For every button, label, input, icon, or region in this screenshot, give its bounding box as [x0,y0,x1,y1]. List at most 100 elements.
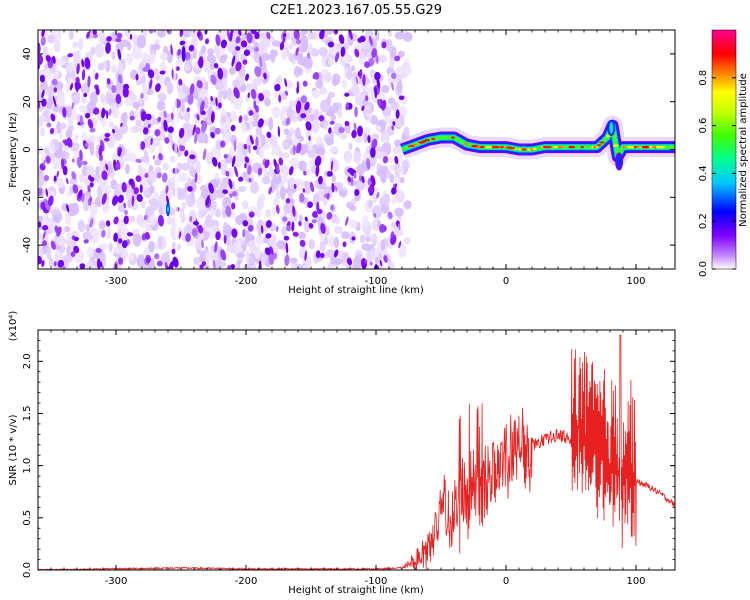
noise-speck [304,216,308,222]
noise-speck [303,30,309,35]
noise-speck [276,163,280,174]
noise-speck [178,78,183,86]
noise-speck [263,72,267,80]
noise-speck [71,102,74,110]
noise-speck [333,249,339,258]
noise-speck [248,177,252,183]
noise-speck [81,69,86,81]
noise-speck [258,92,265,102]
noise-speck [220,39,227,49]
spectrogram-x-tick-label: -200 [235,276,258,287]
noise-speck [94,43,105,58]
noise-speck [53,261,57,267]
signal-hotspot [626,145,633,149]
noise-speck [402,160,409,173]
noise-speck [176,138,186,148]
noise-speck [339,133,348,140]
signal-hotspot [485,145,493,149]
noise-speck [345,101,350,111]
noise-speck [391,196,397,205]
noise-speck [296,39,302,45]
noise-speck [87,75,91,88]
signal-hotspot [422,140,427,143]
noise-speck [371,138,378,149]
noise-speck [205,251,215,260]
noise-speck [254,32,260,40]
signal-hotspot [518,148,522,151]
noise-speck [398,223,401,231]
noise-speck [187,177,192,189]
noise-speck [260,53,271,62]
spectrogram-x-tick-label: -100 [365,276,388,287]
noise-speck [83,92,88,98]
noise-speck [367,199,374,208]
noise-speck [344,92,350,97]
snr-x-tick-label: 0 [503,576,509,587]
noise-speck [233,139,237,152]
noise-speck [230,110,238,122]
signal-hotspot [553,145,559,149]
noise-speck [145,113,152,121]
noise-speck [242,220,249,227]
noise-speck [149,213,157,226]
noise-speck [96,185,103,199]
noise-speck [394,207,404,217]
noise-speck [65,128,73,139]
noise-speck [101,184,112,196]
noise-speck [81,59,85,68]
noise-speck [215,47,221,61]
noise-speck [156,100,166,111]
noise-speck [56,81,64,91]
noise-speck [283,32,287,38]
noise-speck [93,107,100,115]
noise-speck [101,193,107,205]
noise-speck [311,219,317,224]
noise-speck [128,178,134,186]
noise-speck [201,110,206,116]
noise-speck [195,196,206,210]
noise-speck [57,177,64,184]
noise-speck [232,79,240,89]
noise-speck [40,127,46,137]
noise-speck [84,57,91,70]
noise-speck [54,213,61,223]
colorbar-label: Normalized spectral amplitude [738,73,749,227]
noise-speck [216,186,227,199]
noise-speck [220,115,227,124]
noise-speck [135,175,142,183]
noise-speck [71,171,77,180]
noise-speck [188,165,195,176]
noise-speck [69,83,74,91]
noise-speck [177,92,187,99]
noise-speck [370,147,376,158]
noise-speck [65,177,69,185]
noise-speck [366,158,371,170]
noise-speck [281,31,285,40]
noise-speck [126,42,132,51]
noise-speck [394,225,399,239]
noise-speck [292,145,297,152]
noise-speck [201,261,207,266]
noise-speck [158,193,168,206]
noise-speck [354,106,358,118]
noise-speck [178,231,182,239]
noise-speck [265,209,272,218]
noise-speck [193,221,200,226]
noise-speck [242,228,246,238]
noise-speck [376,77,381,89]
noise-speck [77,220,86,233]
noise-speck [285,117,291,126]
noise-speck [275,225,279,232]
noise-speck [131,195,135,207]
noise-speck [391,72,397,80]
noise-speck [76,63,80,75]
noise-speck [376,191,380,199]
noise-speck [398,95,405,100]
noise-speck [381,203,390,214]
noise-speck [333,236,340,249]
noise-speck [359,175,363,182]
noise-speck [393,139,401,148]
noise-speck [117,150,122,157]
noise-speck [252,109,260,122]
